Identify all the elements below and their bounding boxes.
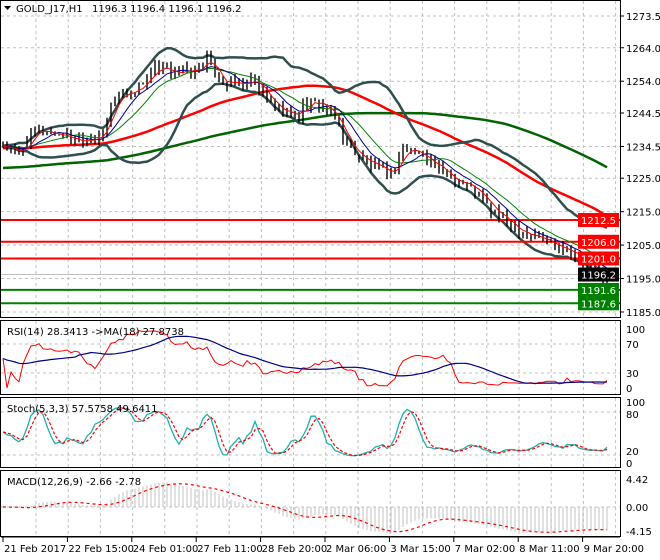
y-tick-label: 1215.0 xyxy=(626,208,660,219)
stoch-signal-line xyxy=(2,407,608,457)
stoch-main-line xyxy=(2,406,608,457)
ma-fast-red-line xyxy=(2,61,608,275)
macd-title: MACD(12,26,9) -2.66 -2.78 xyxy=(7,477,141,488)
macd-signal-line xyxy=(3,483,608,533)
x-tick-label: 24 Feb 01:00 xyxy=(133,544,199,555)
price-plot xyxy=(1,47,620,305)
rsi-y-tick-label: 0 xyxy=(626,384,632,395)
current-price-tag-bg xyxy=(578,267,619,282)
y-tick-label: 1264.0 xyxy=(626,44,660,55)
rsi-plot xyxy=(2,330,608,389)
y-tick-label: 1195.0 xyxy=(626,275,660,286)
y-tick-label: 1225.0 xyxy=(626,174,660,185)
bollinger-upper-line xyxy=(2,47,608,229)
level-price-tag-bg xyxy=(578,296,619,311)
level-price-tag: 1201.0 xyxy=(581,254,616,265)
ohlc-values: 1196.3 1196.4 1196.1 1196.2 xyxy=(92,4,242,15)
rsi-y-tick-label: 100 xyxy=(626,325,645,336)
y-tick-label: 1185.0 xyxy=(626,308,660,319)
level-price-tag: 1212.5 xyxy=(581,216,616,227)
main-panel[interactable] xyxy=(0,0,621,318)
grid-lines xyxy=(1,1,620,536)
level-price-tag-bg xyxy=(578,213,619,228)
macd-panel[interactable] xyxy=(0,470,621,537)
x-tick-label: 27 Feb 11:00 xyxy=(197,544,263,555)
level-price-tag: 1187.6 xyxy=(581,299,616,310)
macd-y-tick-label: 4.42 xyxy=(626,475,648,486)
macd-plot xyxy=(3,482,608,533)
x-tick-label: 3 Mar 15:00 xyxy=(390,544,450,555)
y-tick-label: 1273.5 xyxy=(626,12,660,23)
level-price-tag: 1191.6 xyxy=(581,286,616,297)
symbol-label: GOLD_J17,H1 xyxy=(16,4,83,15)
y-tick-label: 1254.0 xyxy=(626,77,660,88)
y-tick-label: 1234.5 xyxy=(626,142,660,153)
rsi-ma-line xyxy=(2,335,608,384)
x-tick-label: 21 Feb 2017 xyxy=(4,544,66,555)
stoch-y-tick-label: 0 xyxy=(626,459,632,470)
rsi-y-tick-label: 70 xyxy=(626,340,639,351)
stoch-y-tick-label: 100 xyxy=(626,398,645,409)
macd-y-tick-label: -4.15 xyxy=(626,527,652,538)
rsi-line xyxy=(2,330,608,389)
x-tick-label: 2 Mar 06:00 xyxy=(326,544,386,555)
stoch-y-tick-label: 20 xyxy=(626,447,639,458)
rsi-y-tick-label: 30 xyxy=(626,369,639,380)
ma-fast-green-line xyxy=(2,67,608,263)
stoch-panel[interactable] xyxy=(0,397,621,468)
level-price-tag-bg xyxy=(578,234,619,249)
level-price-tag: 1206.0 xyxy=(581,238,616,249)
rsi-title: RSI(14) 28.3413 ->MA(18) 27.8738 xyxy=(7,327,184,338)
current-price-tag: 1196.2 xyxy=(581,271,616,282)
x-tick-label: 28 Feb 20:00 xyxy=(262,544,328,555)
x-tick-label: 7 Mar 02:00 xyxy=(455,544,515,555)
level-price-tag-bg xyxy=(578,251,619,266)
y-tick-label: 1205.0 xyxy=(626,241,660,252)
y-tick-label: 1244.5 xyxy=(626,109,660,120)
stoch-plot xyxy=(2,406,608,457)
x-tick-label: 8 Mar 11:00 xyxy=(519,544,579,555)
rsi-panel[interactable] xyxy=(0,320,621,395)
stoch-y-tick-label: 80 xyxy=(626,410,639,421)
level-price-tag-bg xyxy=(578,282,619,297)
macd-y-tick-label: 0.00 xyxy=(626,503,648,514)
x-tick-label: 9 Mar 20:00 xyxy=(584,544,644,555)
axes: 1273.5 1264.0 1254.0 1244.5 1234.5 1225.0 1215… xyxy=(1,12,660,555)
x-tick-label: 22 Feb 15:00 xyxy=(68,544,134,555)
stoch-title: Stoch(5,3,3) 57.5758 49.6411 xyxy=(7,404,158,415)
dropdown-triangle-icon[interactable] xyxy=(4,6,11,10)
ma-slow-green-line xyxy=(2,111,608,170)
